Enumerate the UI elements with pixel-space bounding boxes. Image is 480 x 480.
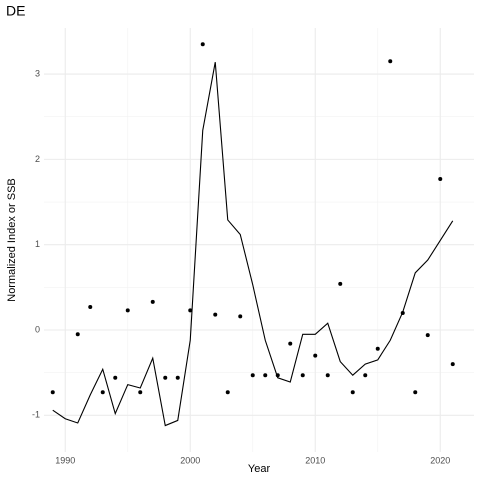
x-tick-label: 2000 [180, 455, 200, 465]
x-axis-label: Year [248, 463, 271, 475]
point [200, 42, 205, 47]
point [413, 390, 418, 395]
y-tick-label: 1 [35, 239, 40, 249]
point [300, 373, 305, 378]
chart-title: DE [6, 3, 25, 19]
grid [44, 28, 474, 452]
point [188, 308, 193, 313]
point [213, 312, 218, 317]
point [425, 333, 430, 338]
point [338, 281, 343, 286]
point [100, 390, 105, 395]
y-tick-label: 2 [35, 154, 40, 164]
point [125, 308, 130, 313]
point [450, 362, 455, 367]
point [400, 310, 405, 315]
y-tick-label: 0 [35, 324, 40, 334]
point [113, 375, 118, 380]
point [175, 375, 180, 380]
point [438, 177, 443, 182]
point [325, 373, 330, 378]
y-axis-label: Normalized Index or SSB [6, 178, 18, 302]
point [350, 390, 355, 395]
point [138, 390, 143, 395]
y-tick-label: -1 [32, 410, 40, 420]
point [288, 341, 293, 346]
point [75, 332, 80, 337]
point [50, 390, 55, 395]
line [52, 62, 454, 427]
marks [50, 42, 455, 427]
x-tick-label: 1990 [55, 455, 75, 465]
point [88, 304, 93, 309]
point [388, 59, 393, 64]
point [375, 346, 380, 351]
y-tick-label: 3 [35, 68, 40, 78]
x-tick-label: 2010 [305, 455, 325, 465]
point [150, 299, 155, 304]
point [263, 373, 268, 378]
point [363, 373, 368, 378]
x-tick-label: 2020 [430, 455, 450, 465]
point [313, 353, 318, 358]
point [275, 373, 280, 378]
point [238, 314, 243, 319]
point [250, 373, 255, 378]
point [225, 390, 230, 395]
point [163, 375, 168, 380]
